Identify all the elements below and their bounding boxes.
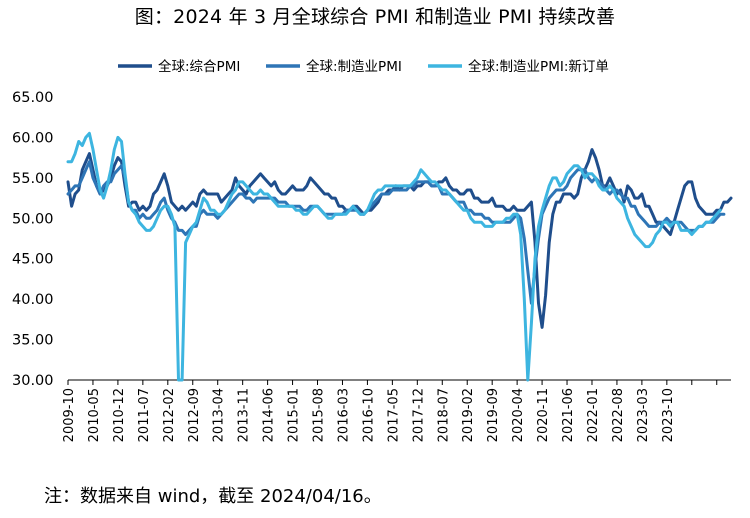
series-line-1 <box>66 148 733 329</box>
x-tick-label: 2019-09 <box>486 388 501 442</box>
legend-label: 全球:综合PMI <box>158 58 240 75</box>
y-tick-label: 30.00 <box>12 373 54 389</box>
x-tick-label: 2017-05 <box>386 388 401 442</box>
y-tick-label: 35.00 <box>12 333 54 349</box>
x-tick-label: 2010-12 <box>112 388 127 442</box>
x-tick-label: 2010-05 <box>87 388 102 442</box>
x-tick-label: 2015-01 <box>287 388 302 442</box>
y-tick-label: 40.00 <box>12 292 54 308</box>
y-tick-label: 50.00 <box>12 211 54 227</box>
x-tick-label: 2011-07 <box>137 388 152 442</box>
x-tick-label: 2022-01 <box>586 388 601 442</box>
x-tick-label: 2022-08 <box>611 388 626 442</box>
x-tick-label: 2015-08 <box>312 388 327 442</box>
x-tick-label: 2012-09 <box>187 388 202 442</box>
series-line-3 <box>66 131 722 382</box>
x-tick-label: 2021-06 <box>561 388 576 442</box>
x-tick-label: 2020-11 <box>536 388 551 442</box>
series-lines <box>66 131 733 382</box>
y-tick-label: 45.00 <box>12 252 54 268</box>
x-tick-label: 2017-12 <box>411 388 426 442</box>
legend: 全球:综合PMI 全球:制造业PMI 全球:制造业PMI:新订单 <box>118 58 609 75</box>
legend-label: 全球:制造业PMI <box>306 58 402 75</box>
x-tick-label: 2013-04 <box>212 388 227 442</box>
legend-label: 全球:制造业PMI:新订单 <box>468 58 609 75</box>
y-axis: 30.00 35.00 40.00 45.00 50.00 55.00 60.00 65.00 <box>12 90 54 389</box>
chart-title: 图：2024 年 3 月全球综合 PMI 和制造业 PMI 持续改善 <box>134 6 616 28</box>
x-tick-label: 2013-11 <box>237 388 252 442</box>
y-tick-label: 55.00 <box>12 171 54 187</box>
x-tick-label: 2016-10 <box>361 388 376 442</box>
x-axis: 2009-10 2010-05 2010-12 2011-07 2012-02 2012-… <box>62 379 731 442</box>
x-tick-label: 2023-03 <box>636 388 651 442</box>
x-tick-label: 2012-02 <box>162 388 177 442</box>
x-tick-label: 2009-10 <box>62 388 77 442</box>
source-note: 注：数据来自 wind，截至 2024/04/16。 <box>44 486 382 507</box>
x-tick-label: 2020-04 <box>511 388 526 442</box>
x-tick-label: 2014-06 <box>262 388 277 442</box>
x-tick-label: 2016-03 <box>336 388 351 442</box>
x-tick-label: 2018-07 <box>436 388 451 442</box>
x-tick-label: 2019-02 <box>461 388 476 442</box>
y-tick-label: 65.00 <box>12 90 54 106</box>
y-tick-label: 60.00 <box>12 130 54 146</box>
x-tick-label: 2023-10 <box>661 388 676 442</box>
